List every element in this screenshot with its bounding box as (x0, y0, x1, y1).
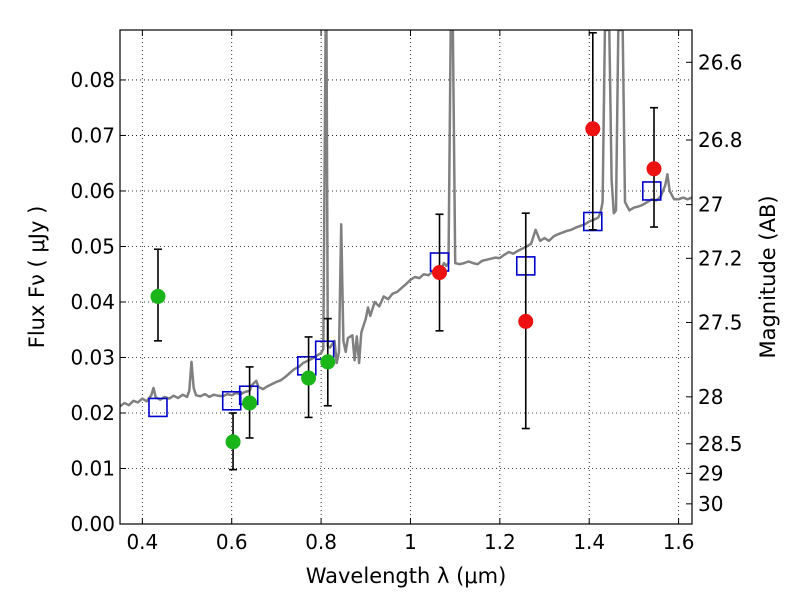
plot-frame (119, 29, 693, 525)
y-right-axis-title: Magnitude (AB) (756, 195, 780, 358)
right-tick-label: 26.6 (698, 50, 743, 74)
right-tick-label: 27.2 (698, 246, 743, 270)
green-data-point (150, 288, 166, 304)
plot-background (120, 30, 692, 524)
spectrum-line (120, 30, 692, 408)
x-axis-title: Wavelength λ (μm) (306, 564, 507, 588)
red-data-point (518, 313, 534, 329)
green-data-point (242, 395, 258, 411)
right-tick-label: 29 (698, 461, 723, 485)
y-tick-label: 0.00 (70, 512, 115, 536)
y-tick-label: 0.07 (70, 123, 115, 147)
x-tick-label: 0.4 (126, 530, 158, 554)
right-tick-label: 30 (698, 492, 723, 516)
y-tick-label: 0.05 (70, 234, 115, 258)
red-data-point (646, 161, 662, 177)
x-tick-label: 1.6 (663, 530, 695, 554)
y-tick-label: 0.06 (70, 179, 115, 203)
y-tick-label: 0.03 (70, 345, 115, 369)
x-tick-label: 1.2 (484, 530, 516, 554)
right-tick-label: 27 (698, 193, 723, 217)
axis-ticks: 0.4 0.6 0.8 1 1.2 1.4 1.6 0.00 0.01 0.02 0.03 0.04 0… (70, 30, 743, 554)
y-tick-label: 0.01 (70, 456, 115, 480)
right-tick-label: 28 (698, 385, 723, 409)
right-tick-label: 28.5 (698, 432, 743, 456)
spectrum-layer (120, 30, 692, 408)
x-tick-label: 0.6 (216, 530, 248, 554)
right-tick-label: 26.8 (698, 128, 743, 152)
y-tick-label: 0.02 (70, 401, 115, 425)
y-tick-label: 0.04 (70, 290, 115, 314)
red-data-point (585, 121, 601, 137)
x-tick-label: 0.8 (305, 530, 337, 554)
x-tick-label: 1 (404, 530, 417, 554)
y-tick-label: 0.08 (70, 68, 115, 92)
green-data-point (320, 354, 336, 370)
green-data-point (225, 434, 241, 450)
x-tick-label: 1.4 (573, 530, 605, 554)
model-square-marker (641, 181, 662, 201)
model-square-marker (148, 397, 168, 418)
red-data-point (432, 265, 448, 281)
y-axis-title: Flux Fν ( μJy ) (25, 206, 49, 349)
model-square-marker (221, 390, 242, 411)
right-tick-label: 27.5 (698, 310, 743, 334)
green-data-point (301, 370, 317, 386)
marker-layer (148, 31, 662, 471)
